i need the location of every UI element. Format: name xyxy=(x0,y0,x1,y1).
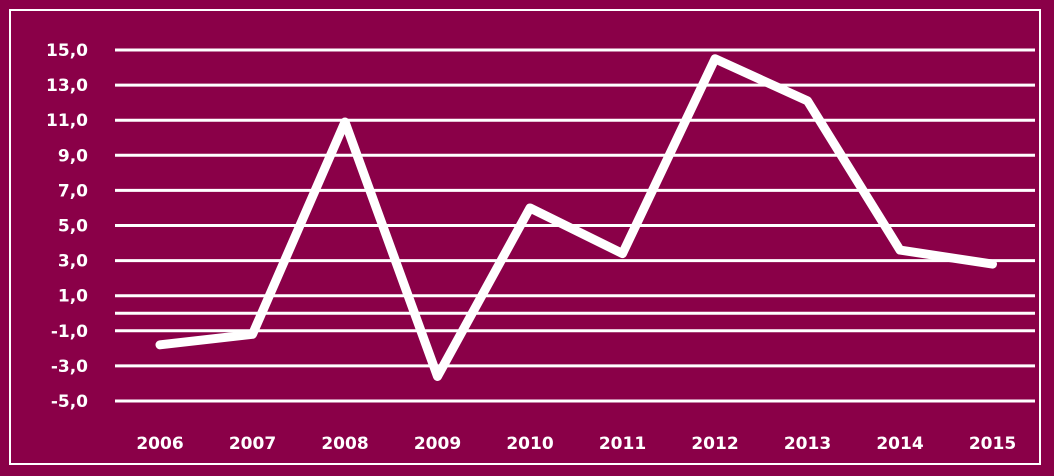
y-tick-label: 15,0 xyxy=(46,41,88,61)
data-point xyxy=(344,121,346,123)
data-point xyxy=(714,58,716,60)
x-tick-label: 2014 xyxy=(876,434,923,454)
data-point xyxy=(252,333,253,335)
x-tick-label: 2011 xyxy=(599,434,646,454)
y-axis-ticks: 15,0 13,0 11,0 9,0 7,0 5,0 3,0 1,0 -1,0 -3,0 -5,0 xyxy=(46,41,88,412)
x-axis-ticks: 2006 2007 2008 2009 2010 2011 2012 2013 2014 2015 xyxy=(136,434,1016,454)
series-layer xyxy=(155,54,997,381)
data-point xyxy=(159,344,161,346)
y-tick-label: 1,0 xyxy=(58,287,88,307)
x-tick-label: 2010 xyxy=(506,434,553,454)
x-tick-label: 2009 xyxy=(414,434,461,454)
data-point xyxy=(807,100,808,102)
y-tick-label: 3,0 xyxy=(58,252,88,272)
data-point xyxy=(622,253,623,255)
series-line xyxy=(155,54,997,381)
y-tick-label: -1,0 xyxy=(51,322,88,342)
x-tick-label: 2015 xyxy=(969,434,1016,454)
data-point xyxy=(437,375,438,377)
x-tick-label: 2008 xyxy=(321,434,368,454)
y-tick-label: -3,0 xyxy=(51,357,88,377)
y-tick-label: 7,0 xyxy=(58,181,88,201)
data-point xyxy=(899,249,901,251)
chart-frame xyxy=(9,9,1041,465)
data-point xyxy=(992,263,993,265)
y-tick-label: 9,0 xyxy=(58,146,88,166)
y-tick-label: -5,0 xyxy=(51,392,88,412)
x-tick-label: 2012 xyxy=(691,434,738,454)
data-point xyxy=(529,207,531,209)
y-tick-label: 13,0 xyxy=(46,76,88,96)
y-tick-label: 5,0 xyxy=(58,217,88,237)
gridlines xyxy=(115,48,1035,403)
x-tick-label: 2007 xyxy=(229,434,276,454)
x-tick-label: 2013 xyxy=(784,434,831,454)
x-tick-label: 2006 xyxy=(136,434,183,454)
y-tick-label: 11,0 xyxy=(46,111,88,131)
